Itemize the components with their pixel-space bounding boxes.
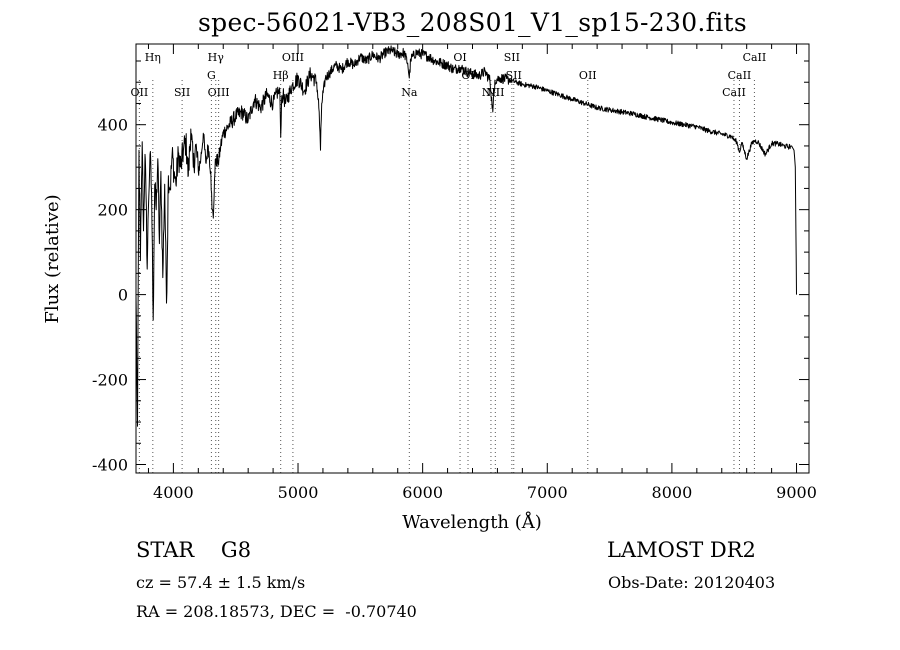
line-marker-label: OIII: [208, 86, 230, 99]
line-markers: [139, 80, 754, 473]
line-marker-label: Hη: [145, 51, 161, 64]
line-marker-label: Hγ: [208, 51, 225, 64]
y-tick-label: 400: [97, 116, 128, 135]
survey-name: LAMOST DR2: [607, 538, 756, 562]
line-marker-label: OII: [131, 86, 149, 99]
y-axis-ticks: -400 -200 0 200 400: [92, 61, 809, 475]
line-marker-label: SII: [504, 51, 520, 64]
line-marker-label: Na: [401, 86, 418, 99]
line-marker-label: CaII: [743, 51, 767, 64]
y-tick-label: 200: [97, 201, 128, 220]
x-axis-ticks: 4000 5000 6000 7000 8000 9000: [148, 44, 816, 502]
line-marker-label: SII: [174, 86, 190, 99]
spectrum-line: [136, 46, 797, 426]
line-marker-label: CaII: [722, 86, 746, 99]
x-tick-label: 7000: [527, 483, 568, 502]
line-marker-label: G: [207, 69, 216, 82]
y-tick-label: 0: [118, 286, 128, 305]
x-axis-label: Wavelength (Å): [402, 511, 542, 533]
object-class: STAR G8: [136, 538, 251, 562]
line-marker-label: CaII: [728, 69, 752, 82]
line-marker-label: OII: [579, 69, 597, 82]
line-marker-label: Hβ: [273, 69, 289, 82]
x-tick-label: 6000: [402, 483, 443, 502]
observation-date: Obs-Date: 20120403: [608, 573, 775, 592]
x-tick-label: 5000: [278, 483, 319, 502]
redshift-velocity: cz = 57.4 ± 1.5 km/s: [136, 573, 305, 592]
ra-dec-coordinates: RA = 208.18573, DEC = -0.70740: [136, 602, 417, 621]
x-tick-label: 4000: [153, 483, 194, 502]
y-tick-label: -200: [92, 371, 128, 390]
x-tick-label: 8000: [652, 483, 693, 502]
line-marker-label: OIII: [282, 51, 304, 64]
x-tick-label: 9000: [776, 483, 817, 502]
y-tick-label: -400: [92, 456, 128, 475]
y-axis-label: Flux (relative): [42, 194, 63, 323]
line-marker-label: NII: [486, 86, 504, 99]
line-marker-label: OI: [453, 51, 466, 64]
